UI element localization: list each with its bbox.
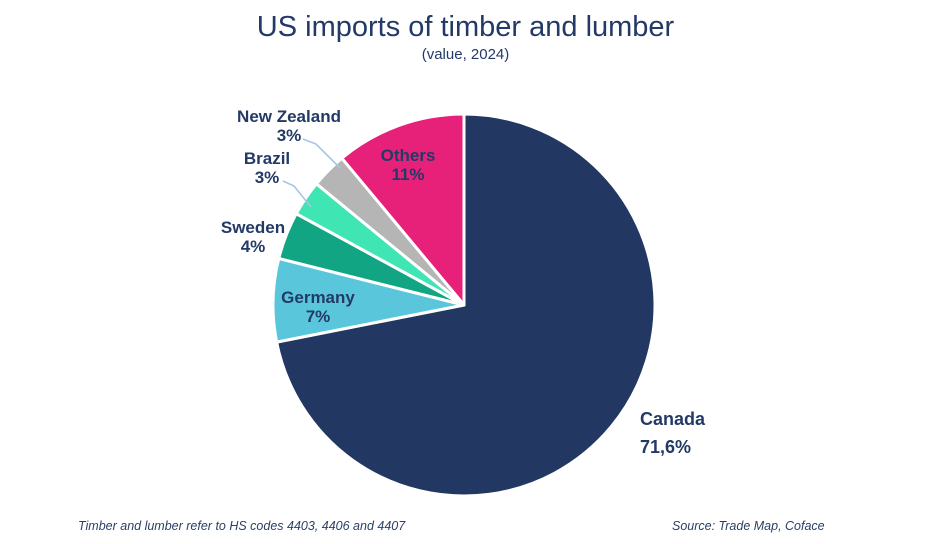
slice-pct: 7% — [305, 307, 331, 326]
label-germany: Germany 7% — [281, 288, 355, 326]
label-brazil: Brazil 3% — [244, 149, 290, 187]
chart-subtitle: (value, 2024) — [421, 46, 510, 63]
slice-pct: 4% — [240, 237, 266, 256]
slice-pct: 3% — [254, 168, 280, 187]
slice-name: Canada — [640, 409, 706, 429]
slice-name: Sweden — [220, 218, 286, 237]
label-new-zealand: New Zealand 3% — [237, 107, 341, 145]
slice-name: Brazil — [243, 149, 291, 168]
slice-pct: 3% — [276, 126, 302, 145]
label-others: Others 11% — [381, 146, 436, 184]
leader-line-new-zealand — [302, 138, 341, 169]
chart-footnote: Timber and lumber refer to HS codes 4403… — [78, 519, 406, 533]
leader-line-brazil — [282, 180, 312, 208]
chart-source: Source: Trade Map, Coface — [672, 519, 825, 533]
slice-name: Germany — [281, 288, 355, 307]
pie-slice-others — [340, 112, 466, 307]
slice-pct: 11% — [391, 165, 425, 184]
slice-pct: 71,6% — [640, 437, 692, 457]
slice-name: New Zealand — [237, 107, 341, 126]
slice-name: Others — [380, 146, 436, 165]
label-sweden: Sweden 4% — [221, 218, 285, 256]
label-canada: Canada 71,6% — [640, 410, 705, 456]
pie-slices — [271, 112, 657, 498]
chart-title: US imports of timber and lumber — [256, 11, 675, 43]
pie-slice-canada — [275, 112, 657, 498]
